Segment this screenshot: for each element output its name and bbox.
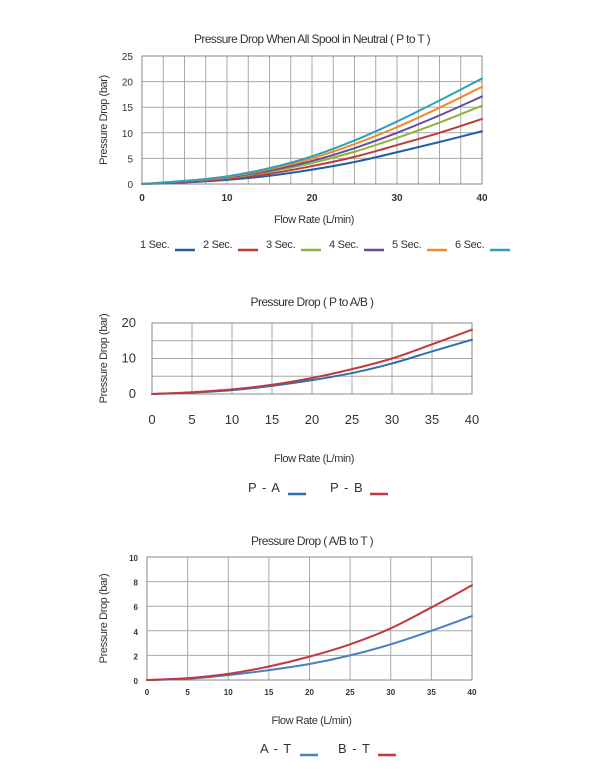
x-tick-label: 20 [305,412,319,427]
x-axis-label: Flow Rate (L/min) [274,214,354,226]
series-line-6-sec- [141,77,483,185]
x-tick-label: 30 [385,412,399,427]
y-tick-label: 20 [122,315,136,330]
legend-label: 2 Sec. [203,239,233,251]
plot-frame [146,556,473,681]
y-tick-label: 10 [129,554,138,563]
x-tick-label: 35 [427,688,436,697]
x-tick-label: 5 [185,688,190,697]
legend-label: 6 Sec. [455,239,485,251]
x-tick-label: 0 [145,688,150,697]
x-tick-label: 40 [476,193,488,204]
x-tick-label: 15 [264,688,273,697]
legend-label: A - T [260,741,292,756]
x-tick-label: 10 [224,688,233,697]
x-tick-label: 0 [139,193,145,204]
y-tick-label: 5 [127,154,133,165]
x-tick-label: 10 [225,412,239,427]
x-axis-label: Flow Rate (L/min) [272,715,352,727]
chart-3: Pressure Drop ( A/B to T )0 5 10 15 20 25 30 35… [98,534,477,757]
y-tick-label: 20 [122,78,134,89]
x-tick-label: 25 [346,688,355,697]
y-tick-label: 6 [134,603,139,612]
y-tick-label: 0 [127,180,133,191]
y-tick-label: 4 [134,628,139,637]
y-tick-label: 10 [122,351,136,366]
y-tick-label: 0 [129,386,136,401]
legend-label: 5 Sec. [392,239,422,251]
x-tick-label: 10 [221,193,233,204]
y-axis-label: Pressure Drop (bar) [98,75,110,165]
x-tick-label: 35 [425,412,439,427]
y-axis-label: Pressure Drop (bar) [98,574,110,664]
series-line-p-b [151,328,473,395]
chart-title: Pressure Drop When All Spool in Neutral … [194,32,431,46]
legend-label: B - T [338,741,371,756]
x-tick-label: 30 [391,193,403,204]
plot-frame [151,322,473,395]
chart-2: Pressure Drop ( P to A/B ) 0 5 10 15 20 25 30 35… [98,295,479,496]
x-tick-label: 0 [148,412,155,427]
y-tick-label: 2 [134,652,139,661]
legend-label: P - A [248,480,281,495]
y-tick-label: 10 [122,129,134,140]
chart-title: Pressure Drop ( P to A/B ) [251,295,375,309]
y-tick-label: 0 [134,677,139,686]
x-tick-label: 40 [468,688,477,697]
x-tick-label: 5 [188,412,195,427]
x-axis-label: Flow Rate (L/min) [274,453,354,465]
y-tick-label: 25 [122,52,134,63]
y-axis-label: Pressure Drop (bar) [98,314,110,404]
x-tick-label: 25 [345,412,359,427]
x-tick-label: 15 [265,412,279,427]
x-tick-label: 20 [305,688,314,697]
y-tick-label: 15 [122,103,134,114]
legend-label: P - B [330,480,364,495]
chart-1: Pressure Drop When All Spool in Neutral … [98,32,510,252]
series-line-b-t [146,584,473,681]
x-tick-label: 20 [306,193,318,204]
x-tick-label: 40 [465,412,479,427]
x-tick-label: 30 [386,688,395,697]
y-tick-label: 8 [134,579,139,588]
chart-title: Pressure Drop ( A/B to T ) [251,534,374,548]
legend-label: 1 Sec. [140,239,170,251]
legend-label: 3 Sec. [266,239,296,251]
legend-label: 4 Sec. [329,239,359,251]
